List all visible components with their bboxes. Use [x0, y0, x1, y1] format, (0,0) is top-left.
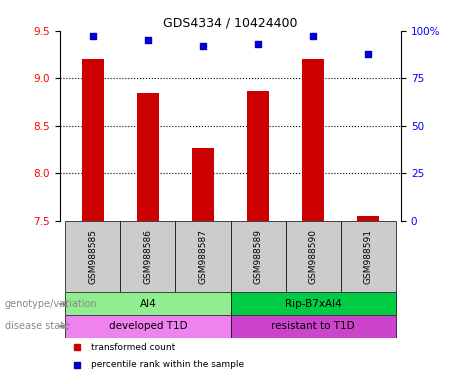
Point: [254, 41, 262, 47]
Bar: [82, 59, 104, 384]
Point: [199, 43, 207, 49]
Point: [144, 37, 152, 43]
FancyBboxPatch shape: [341, 221, 396, 293]
Text: GSM988591: GSM988591: [364, 229, 372, 284]
FancyBboxPatch shape: [65, 315, 230, 338]
Point: [364, 50, 372, 56]
FancyBboxPatch shape: [176, 221, 230, 293]
Text: GSM988589: GSM988589: [254, 229, 262, 284]
Text: developed T1D: developed T1D: [109, 321, 187, 331]
Text: genotype/variation: genotype/variation: [5, 299, 97, 309]
Text: GSM988590: GSM988590: [308, 229, 318, 284]
FancyBboxPatch shape: [230, 293, 396, 315]
Text: disease state: disease state: [5, 321, 70, 331]
Text: transformed count: transformed count: [91, 343, 175, 352]
Text: GSM988586: GSM988586: [143, 229, 153, 284]
Bar: [302, 59, 324, 384]
Bar: [192, 148, 214, 384]
FancyBboxPatch shape: [285, 221, 341, 293]
Text: AI4: AI4: [140, 299, 156, 309]
Text: resistant to T1D: resistant to T1D: [271, 321, 355, 331]
Text: Rip-B7xAI4: Rip-B7xAI4: [284, 299, 342, 309]
Text: GSM988585: GSM988585: [89, 229, 97, 284]
FancyBboxPatch shape: [230, 221, 285, 293]
Text: percentile rank within the sample: percentile rank within the sample: [91, 360, 244, 369]
FancyBboxPatch shape: [65, 221, 120, 293]
Bar: [247, 91, 269, 384]
Bar: [357, 216, 379, 384]
Point: [89, 33, 97, 40]
Text: GSM988587: GSM988587: [199, 229, 207, 284]
Bar: [137, 93, 159, 384]
FancyBboxPatch shape: [230, 315, 396, 338]
Title: GDS4334 / 10424400: GDS4334 / 10424400: [163, 17, 298, 30]
Point: [309, 33, 317, 40]
FancyBboxPatch shape: [65, 293, 230, 315]
FancyBboxPatch shape: [120, 221, 176, 293]
